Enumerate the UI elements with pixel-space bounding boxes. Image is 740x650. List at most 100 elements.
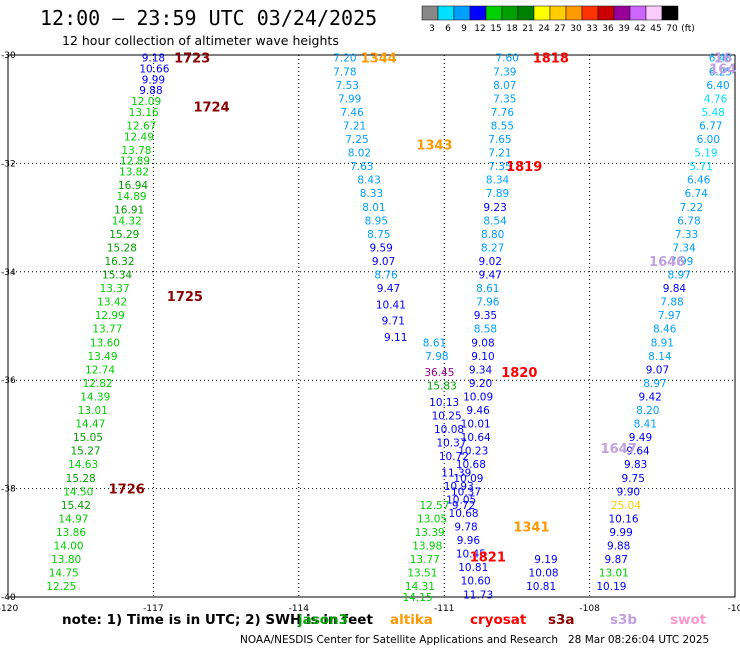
pass-label: 1821	[470, 550, 506, 565]
swh-value: 9.75	[622, 473, 645, 485]
swh-value: 8.34	[486, 175, 510, 187]
swh-value: 10.66	[139, 64, 169, 76]
colorbar-swatch	[421, 5, 439, 21]
swh-value: 6.77	[699, 120, 722, 132]
swh-value: 12.49	[124, 131, 154, 143]
colorbar-label: 9	[461, 24, 467, 34]
x-tick-label: -108	[579, 604, 600, 614]
pass-label: 1820	[501, 366, 537, 381]
swh-value: 15.28	[107, 242, 137, 254]
swh-value: 13.60	[90, 337, 120, 349]
swh-value: 15.27	[71, 446, 101, 458]
swh-value: 6.46	[687, 175, 711, 187]
colorbar-legend: 3 6 9 12 15 18 21 24 27 30 33 36 39 42 45 70 (ft)	[421, 5, 695, 34]
pass-label: 1344	[361, 52, 397, 67]
swh-value: 8.07	[493, 80, 516, 92]
colorbar-swatch	[485, 5, 503, 21]
swh-value: 13.77	[92, 324, 122, 336]
swh-value: 10.37	[451, 486, 481, 498]
swh-value: 7.88	[660, 297, 683, 309]
colorbar-label: 30	[570, 24, 582, 34]
swh-value: 10.81	[458, 562, 488, 574]
colorbar-label: 21	[522, 24, 533, 34]
swh-value: 9.07	[646, 364, 669, 376]
swh-value: 4.76	[704, 93, 728, 105]
y-tick-label: -34	[1, 268, 16, 278]
swh-value: 12.89	[120, 156, 150, 168]
plot-frame	[7, 54, 736, 598]
swh-value: 9.59	[369, 242, 392, 254]
swh-value: 9.18	[142, 53, 165, 65]
swh-value: 7.22	[680, 202, 703, 214]
swh-value: 9.87	[605, 554, 628, 566]
swh-value: 7.99	[338, 93, 361, 105]
swh-value: 6.74	[685, 188, 709, 200]
y-tick-label: -30	[1, 51, 16, 61]
mission-label-s3a: s3a	[548, 612, 575, 628]
x-tick-label: -10	[728, 604, 740, 614]
mission-label-jason3: jason3	[298, 612, 349, 628]
swh-value: 7.20	[333, 53, 356, 65]
swh-value: 7.21	[488, 148, 511, 160]
swh-value: 8.46	[653, 324, 677, 336]
pass-label: 1723	[174, 52, 210, 67]
mission-label-swot: swot	[670, 612, 707, 628]
footer-credit: NOAA/NESDIS Center for Satellite Applica…	[240, 634, 558, 646]
swh-value: 9.99	[142, 74, 165, 86]
swh-value: 12.82	[83, 378, 113, 390]
page-subtitle: 12 hour collection of altimeter wave hei…	[62, 33, 339, 48]
pass-label: 1343	[416, 138, 452, 153]
chart-axes: -120 -117 -114 -111 -108 -10 -30 -32 -34 -36 -38 -4…	[0, 51, 740, 614]
swh-value: 10.01	[461, 419, 491, 431]
swh-value: 9.07	[372, 256, 395, 268]
swh-value: 10.41	[376, 299, 406, 311]
colorbar-swatch	[533, 5, 551, 21]
swh-value: 7.35	[493, 93, 516, 105]
colorbar-swatch	[661, 5, 679, 21]
swh-value: 8.33	[360, 188, 383, 200]
swh-value: 12.99	[95, 310, 125, 322]
swh-value: 8.97	[668, 270, 691, 282]
pass-label: 1646	[649, 255, 685, 270]
swh-value: 15.83	[427, 381, 457, 393]
x-tick-label: -120	[0, 604, 18, 614]
swh-value: 5.48	[701, 107, 724, 119]
swh-value: 10.45	[456, 549, 486, 561]
swh-value: 8.54	[483, 215, 507, 227]
swh-value: 7.65	[488, 134, 511, 146]
swh-value: 13.98	[412, 541, 442, 553]
swh-value: 9.99	[609, 527, 632, 539]
swh-value: 9.47	[479, 270, 502, 282]
colorbar-swatch	[581, 5, 599, 21]
pass-label: 1724	[193, 100, 229, 115]
y-tick-label: -38	[1, 485, 16, 495]
swh-value: 8.97	[643, 378, 666, 390]
swh-value: 13.16	[129, 107, 159, 119]
swh-value: 5.71	[689, 161, 712, 173]
swh-value: 9.72	[452, 500, 475, 512]
colorbar-swatch	[597, 5, 615, 21]
swh-value: 10.13	[429, 397, 459, 409]
swh-value: 10.81	[526, 581, 556, 593]
colorbar-label: 15	[490, 24, 501, 34]
colorbar-label: 33	[586, 24, 597, 34]
swh-value: 7.76	[491, 107, 515, 119]
colorbar-swatch	[629, 5, 647, 21]
swh-value: 12.74	[85, 364, 115, 376]
swh-value: 9.42	[638, 391, 661, 403]
pass-label: 1819	[506, 160, 542, 175]
swh-value: 9.11	[384, 332, 407, 344]
colorbar-swatch	[469, 5, 487, 21]
swh-value: 12.25	[46, 581, 76, 593]
swh-value: 14.15	[403, 592, 433, 604]
swh-value: 10.68	[456, 459, 486, 471]
y-tick-label: -32	[1, 159, 16, 169]
swh-value: 13.86	[56, 527, 86, 539]
swh-value: 15.05	[73, 432, 103, 444]
colorbar-swatch	[645, 5, 663, 21]
swh-value: 14.97	[58, 513, 88, 525]
swh-value: 7.25	[345, 134, 368, 146]
swh-value: 7.34	[672, 242, 696, 254]
x-tick-label: -117	[143, 604, 163, 614]
